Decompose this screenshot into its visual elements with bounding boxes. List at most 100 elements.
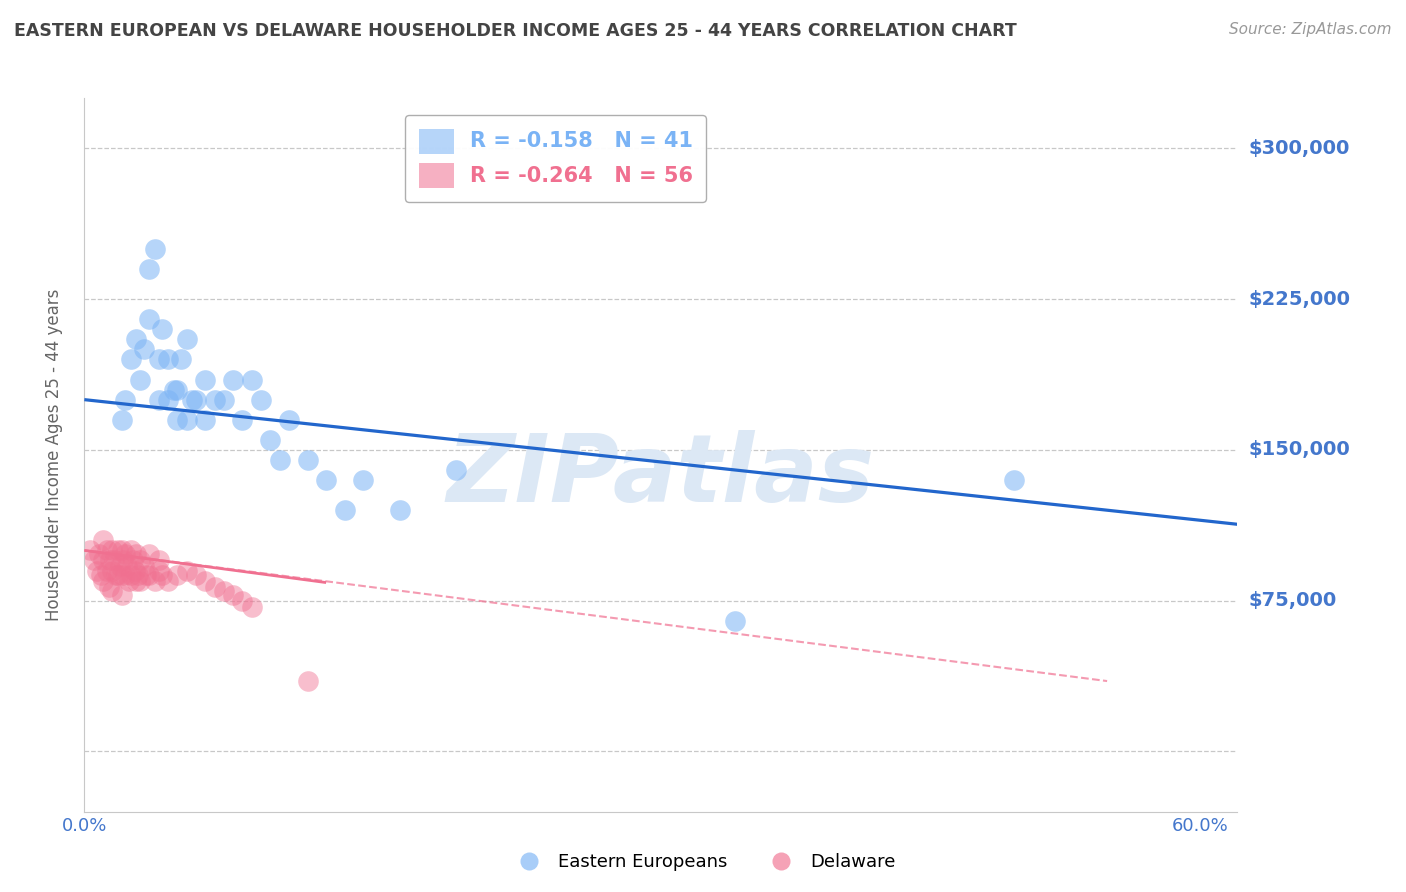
Point [104,567,127,582]
Point [90,567,112,582]
Point [138,548,160,562]
Point [114,392,136,407]
Point [110,567,132,582]
Point [157,392,180,407]
Point [96,564,118,578]
Point [222,372,245,386]
Point [148,553,170,567]
Point [269,453,291,467]
Point [176,564,198,578]
Point [157,574,180,588]
Point [86,564,108,578]
Point [91,533,114,548]
Point [101,583,124,598]
Text: $75,000: $75,000 [1249,591,1337,610]
Point [103,553,125,567]
Point [115,559,138,574]
Point [184,392,207,407]
Point [143,574,166,588]
Point [132,559,155,574]
Point [79,543,101,558]
Point [176,332,198,346]
Point [129,372,152,386]
Point [194,574,217,588]
Point [138,312,160,326]
Text: $150,000: $150,000 [1249,441,1350,459]
Point [1002,473,1025,487]
Point [277,413,299,427]
Point [724,614,747,628]
Point [135,567,157,582]
Point [166,383,188,397]
Point [166,413,188,427]
Point [101,543,124,558]
Point [125,548,148,562]
Point [184,567,207,582]
Point [112,553,135,567]
Point [125,574,148,588]
Point [212,583,235,598]
Text: Source: ZipAtlas.com: Source: ZipAtlas.com [1229,22,1392,37]
Point [101,564,124,578]
Point [97,580,120,594]
Point [204,580,226,594]
Point [110,543,132,558]
Point [259,433,281,447]
Point [250,392,273,407]
Point [96,543,118,558]
Legend: Eastern Europeans, Delaware: Eastern Europeans, Delaware [503,847,903,879]
Point [89,548,111,562]
Point [148,392,170,407]
Point [170,352,193,367]
Point [127,567,149,582]
Point [108,559,131,574]
Point [91,553,114,567]
Point [129,553,152,567]
Point [194,372,217,386]
Point [162,383,184,397]
Point [389,503,412,517]
Text: EASTERN EUROPEAN VS DELAWARE HOUSEHOLDER INCOME AGES 25 - 44 YEARS CORRELATION C: EASTERN EUROPEAN VS DELAWARE HOUSEHOLDER… [14,22,1017,40]
Point [114,548,136,562]
Point [138,262,160,277]
Point [333,503,356,517]
Point [176,413,198,427]
Point [143,242,166,256]
Point [231,593,253,607]
Point [204,392,226,407]
Point [132,343,155,357]
Point [181,392,204,407]
Text: $225,000: $225,000 [1249,290,1350,309]
Point [446,463,468,477]
Point [315,473,337,487]
Point [124,564,146,578]
Point [121,553,143,567]
Point [240,372,263,386]
Point [297,674,319,689]
Point [148,564,170,578]
Point [157,352,180,367]
Point [118,574,141,588]
Point [125,332,148,346]
Point [120,567,142,582]
Point [212,392,235,407]
Point [152,322,174,336]
Point [120,352,142,367]
Y-axis label: Householder Income Ages 25 - 44 years: Householder Income Ages 25 - 44 years [45,289,63,621]
Point [240,599,263,614]
Point [352,473,374,487]
Point [194,413,217,427]
Point [100,553,122,567]
Point [129,574,152,588]
Point [120,543,142,558]
Point [297,453,319,467]
Point [110,588,132,602]
Point [110,413,132,427]
Point [148,352,170,367]
Point [166,567,188,582]
Point [152,567,174,582]
Point [91,574,114,588]
Point [107,567,129,582]
Text: $300,000: $300,000 [1249,139,1350,158]
Point [114,567,136,582]
